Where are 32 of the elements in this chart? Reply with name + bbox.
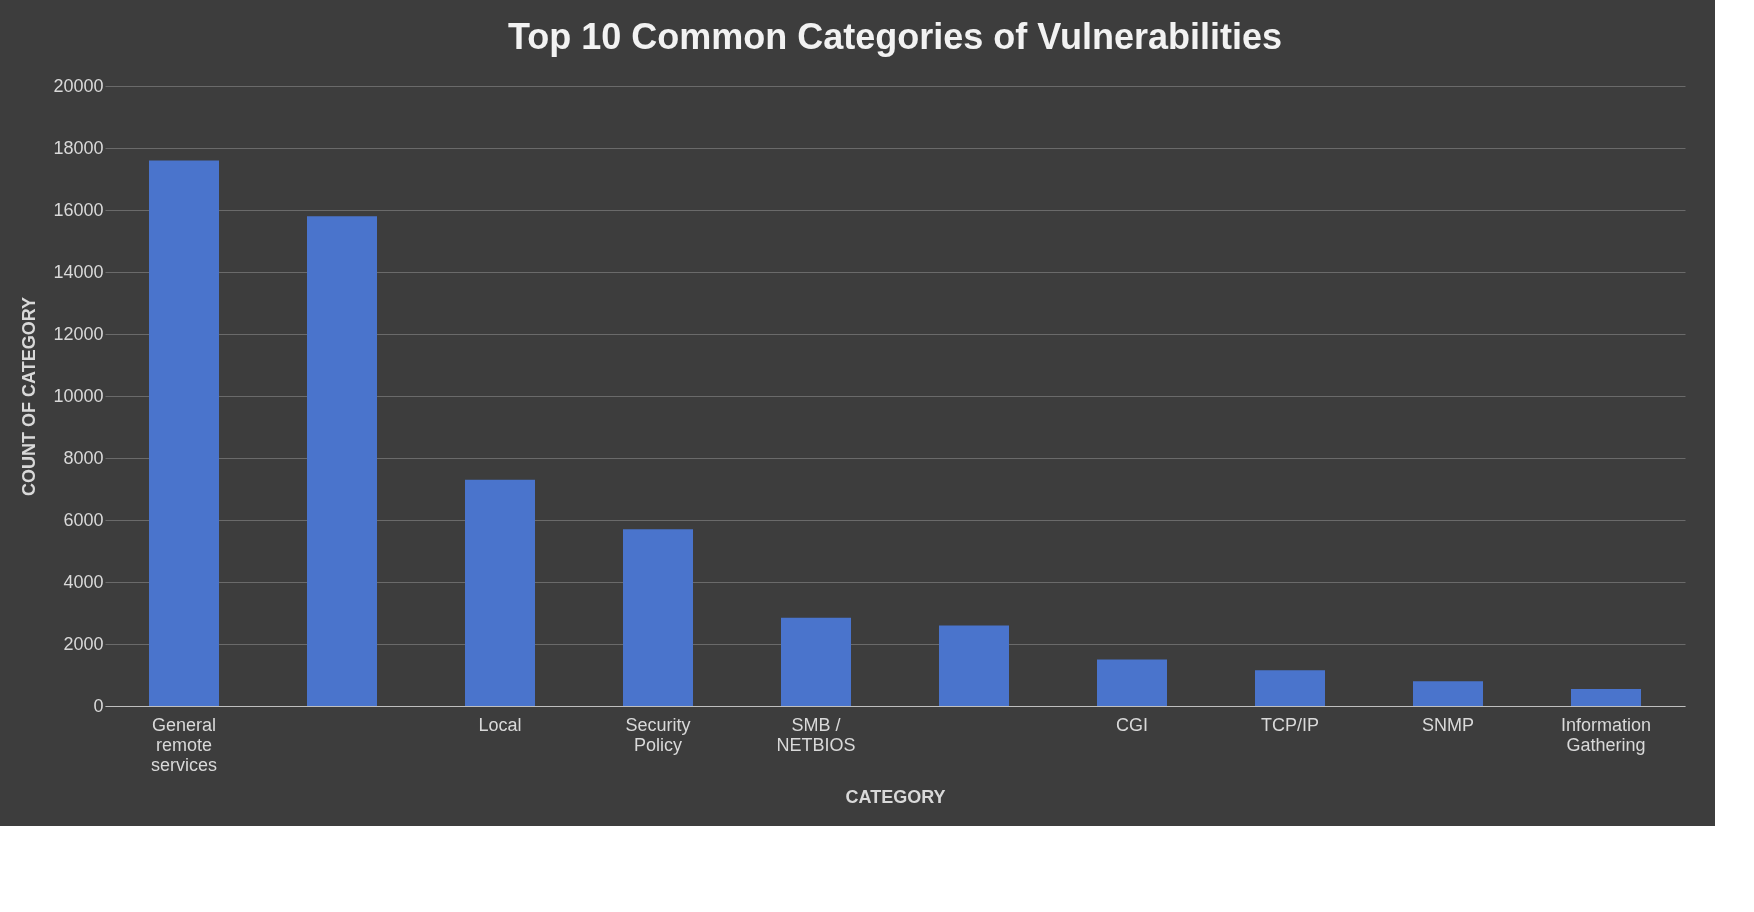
x-axis-title: CATEGORY: [845, 786, 946, 807]
y-tick-label: 10000: [53, 385, 104, 406]
x-tick-label: Security Policy: [625, 714, 691, 755]
y-tick-label: 20000: [53, 75, 104, 96]
bar: [939, 625, 1009, 706]
bar: [307, 216, 377, 706]
bar: [1571, 688, 1641, 706]
y-tick-label: 8000: [63, 447, 104, 468]
y-tick-label: 12000: [53, 323, 104, 344]
bar: [1255, 670, 1325, 706]
bar: [1097, 659, 1167, 706]
x-tick-label: CGI: [1115, 714, 1149, 735]
x-tick-label: SNMP: [1421, 714, 1475, 735]
y-tick-label: 4000: [63, 571, 104, 592]
y-tick-label: 2000: [63, 633, 104, 654]
bar: [623, 529, 693, 706]
x-tick-label: Local: [478, 714, 522, 735]
bar: [1413, 681, 1483, 706]
x-tick-label: General remote services: [150, 714, 218, 775]
y-tick-label: 0: [93, 695, 104, 716]
x-tick-label: Information Gathering: [1560, 714, 1652, 755]
x-tick-label: TCP/IP: [1260, 714, 1320, 735]
bar: [149, 160, 219, 706]
x-tick-label: SMB / NETBIOS: [776, 714, 856, 755]
bar: [781, 617, 851, 706]
y-tick-label: 18000: [53, 137, 104, 158]
bar: [465, 479, 535, 706]
chart-title: Top 10 Common Categories of Vulnerabilities: [507, 16, 1283, 57]
y-axis-title: COUNT OF CATEGORY: [19, 297, 40, 496]
y-tick-label: 16000: [53, 199, 104, 220]
y-tick-label: 6000: [63, 509, 104, 530]
y-tick-label: 14000: [53, 261, 104, 282]
